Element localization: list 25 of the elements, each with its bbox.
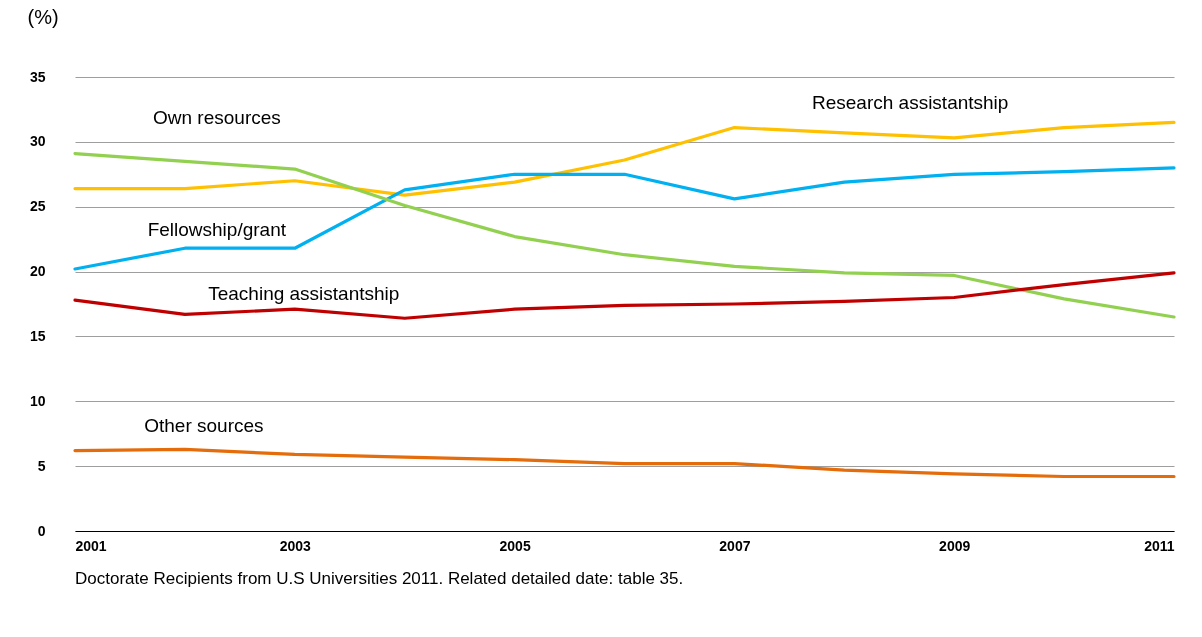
series-label: Research assistantship — [811, 91, 1009, 113]
y-tick-label: 20 — [29, 263, 46, 280]
y-axis-title: (%) — [27, 5, 59, 28]
x-tick-label: 2005 — [499, 537, 531, 554]
series-label: Fellowship/grant — [147, 219, 287, 241]
line-series — [73, 271, 1176, 320]
y-tick-label: 30 — [29, 133, 46, 150]
y-tick-label: 5 — [37, 457, 46, 474]
y-tick-label: 10 — [29, 392, 46, 409]
series-label: Own resources — [153, 107, 281, 129]
series-label: Teaching assistantship — [208, 283, 400, 305]
x-tick-label: 2009 — [939, 537, 971, 554]
x-tick-label: 2007 — [719, 537, 751, 554]
text: Doctorate Recipients from U.S Universities 2011. Related detailed date: table 35. — [75, 569, 684, 588]
line-series — [73, 166, 1176, 271]
line-series — [73, 151, 1176, 319]
line-series — [73, 447, 1176, 479]
x-tick-label: 2003 — [279, 537, 312, 554]
x-tick-label: 2011 — [1144, 537, 1175, 554]
x-tick-label: 2001 — [75, 537, 107, 554]
y-tick-label: 0 — [37, 522, 46, 539]
y-tick-label: 15 — [29, 327, 46, 344]
series-label: Other sources — [144, 415, 264, 437]
y-tick-label: 35 — [29, 68, 46, 85]
y-tick-label: 25 — [29, 198, 46, 215]
